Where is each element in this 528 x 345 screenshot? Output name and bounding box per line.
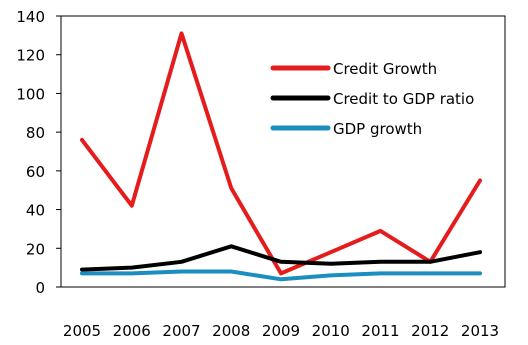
x-tick-label: 2005 [63,322,101,340]
x-tick-label: 2008 [212,322,250,340]
y-axis-ticks: 0 20 40 60 80 100 120 140 [16,8,61,297]
y-tick-label: 120 [16,47,45,65]
x-tick-label: 2006 [113,322,151,340]
legend-label: GDP growth [333,120,422,138]
legend-label: Credit to GDP ratio [333,90,474,108]
y-tick-label: 0 [35,279,45,297]
y-tick-label: 140 [16,8,45,26]
y-tick-label: 60 [26,163,45,181]
x-axis-ticks: 2005 2006 2007 2008 2009 2010 2011 2012 2013 [63,322,499,340]
plot-axes [60,15,506,288]
series-lines [80,31,482,282]
x-tick-label: 2010 [312,322,350,340]
legend-label: Credit Growth [333,60,437,78]
x-tick-label: 2013 [461,322,499,340]
y-tick-label: 20 [26,240,45,258]
plot-frame [60,15,506,288]
y-tick-label: 100 [16,85,45,103]
x-tick-label: 2007 [162,322,200,340]
x-tick-label: 2009 [262,322,300,340]
legend: Credit Growth Credit to GDP ratio GDP grow… [270,60,474,138]
x-tick-label: 2011 [361,322,399,340]
y-tick-label: 80 [26,124,45,142]
series-line-gdp-growth [80,269,482,282]
x-tick-label: 2012 [411,322,449,340]
series-line-credit-to-gdp-ratio [80,244,482,272]
series-line-credit-growth [80,31,482,276]
y-tick-label: 40 [26,202,45,220]
